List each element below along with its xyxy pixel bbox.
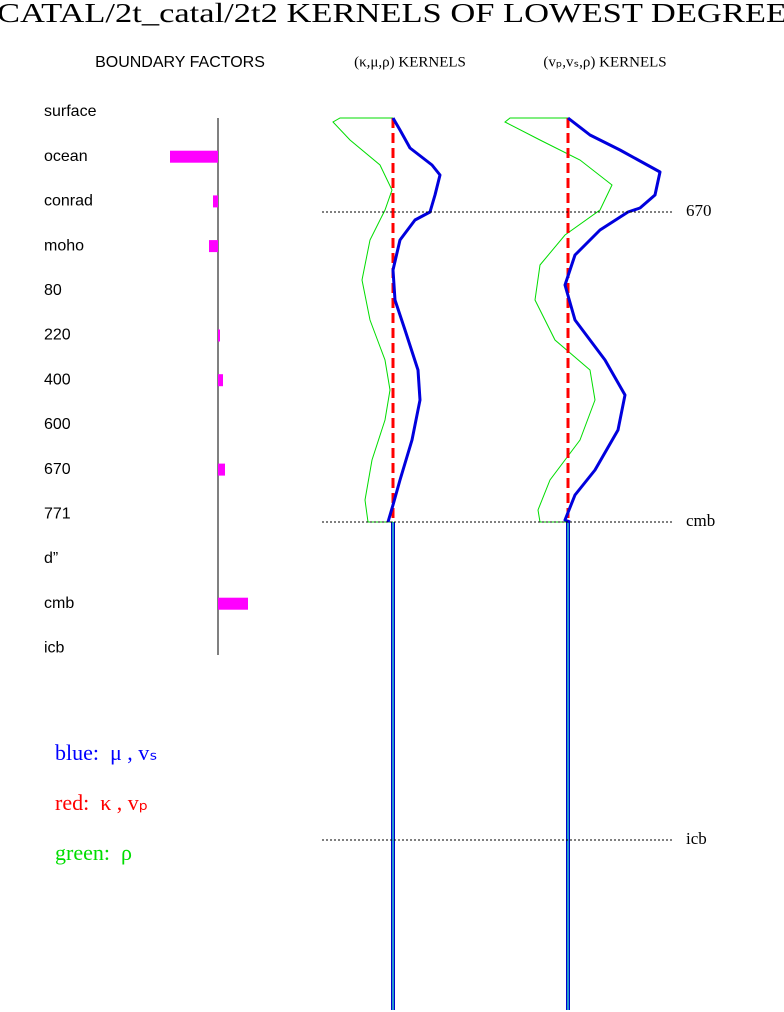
depth-label: cmb <box>686 511 715 530</box>
y-tick-label: 670 <box>44 461 71 478</box>
depth-label: 670 <box>686 201 712 220</box>
y-tick-label: surface <box>44 103 97 120</box>
legend-entry: green: ρ <box>55 840 132 865</box>
y-tick-label: moho <box>44 237 84 254</box>
panel-title: (vₚ,vₛ,ρ) KERNELS <box>543 54 666 70</box>
blue-curve <box>386 117 442 523</box>
kernel-curves <box>332 116 662 1010</box>
legend-entry: red: κ , vₚ <box>55 790 148 815</box>
y-tick-label: 80 <box>44 282 62 299</box>
y-tick-label: conrad <box>44 193 93 210</box>
panel-title: (κ,μ,ρ) KERNELS <box>354 54 466 70</box>
bar <box>170 150 218 163</box>
y-tick-label: icb <box>44 640 65 657</box>
y-tick-label: cmb <box>44 595 74 612</box>
depth-label: icb <box>686 829 707 848</box>
green-curve <box>332 117 393 523</box>
bar <box>209 240 218 253</box>
bar <box>218 463 225 476</box>
bar <box>218 329 220 342</box>
y-tick-label: d” <box>44 550 58 567</box>
legend-entry: blue: μ , vₛ <box>55 740 158 765</box>
green-curve <box>504 117 613 523</box>
y-tick-label: 771 <box>44 506 71 523</box>
bar <box>218 597 248 610</box>
y-tick-label: 220 <box>44 327 71 344</box>
bar <box>213 195 218 208</box>
blue-curve <box>563 116 662 524</box>
bar-title: BOUNDARY FACTORS <box>95 54 265 71</box>
y-tick-label: 600 <box>44 416 71 433</box>
figure-title: CATAL/2t_catal/2t2 KERNELS OF LOWEST DEG… <box>0 0 784 28</box>
y-tick-label: ocean <box>44 148 88 165</box>
bar <box>218 374 223 387</box>
y-tick-label: 400 <box>44 371 71 388</box>
